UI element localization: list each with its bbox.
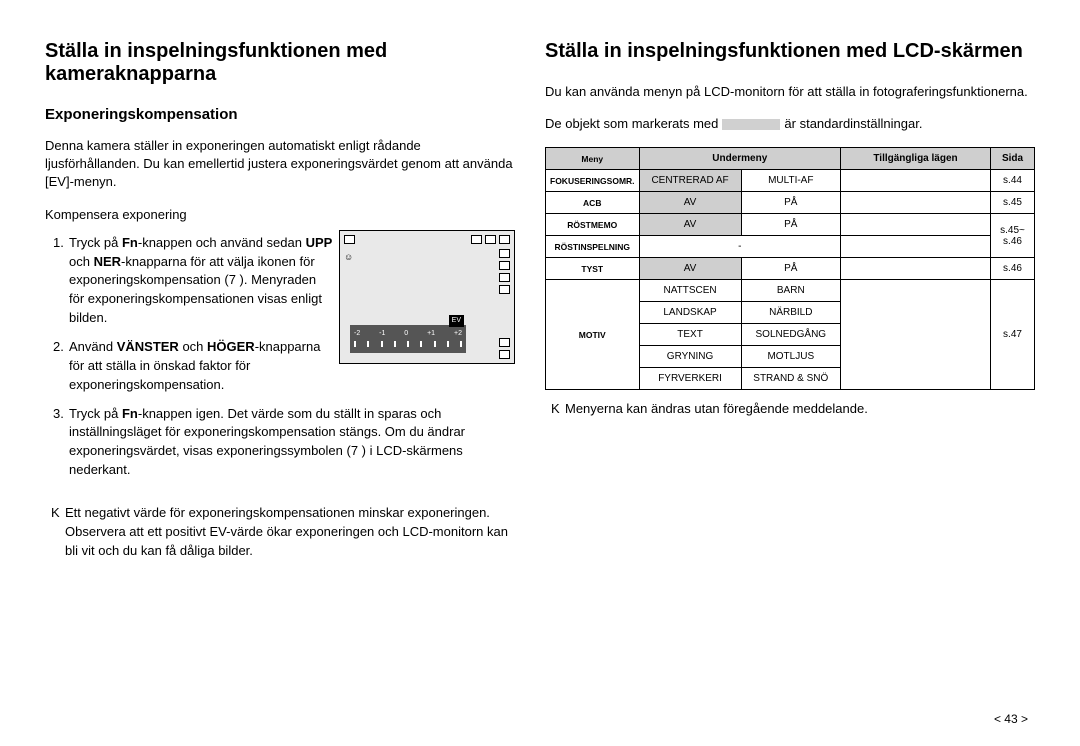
- table-row: RÖSTINSPELNING -: [546, 236, 1035, 258]
- ev-scale-bar: EV -2 -1 0 +1 +2: [350, 325, 466, 353]
- note-marker: K: [545, 400, 565, 419]
- instructions: ☺ EV -2 -1 0 +1 +2: [45, 234, 515, 490]
- quality-icon: [499, 273, 510, 282]
- timer-icon: [499, 249, 510, 258]
- table-row: ACB AV PÅ s.45: [546, 192, 1035, 214]
- table-row: TYST AV PÅ s.46: [546, 258, 1035, 280]
- right-intro: Du kan använda menyn på LCD-monitorn för…: [545, 83, 1035, 101]
- left-subtitle: Exponeringskompensation: [45, 106, 515, 123]
- default-marker-box: [722, 119, 780, 130]
- step-1: 1. Tryck på Fn-knappen och använd sedan …: [45, 234, 333, 328]
- iso-icon: [499, 285, 510, 294]
- card-icon: [499, 235, 510, 244]
- right-column: Ställa in inspelningsfunktionen med LCD-…: [545, 40, 1035, 560]
- ev-icon: [499, 350, 510, 359]
- left-column: Ställa in inspelningsfunktionen med kame…: [45, 40, 515, 560]
- th-lagen: Tillgängliga lägen: [841, 148, 991, 170]
- table-row: MOTIV NATTSCENBARN s.47: [546, 280, 1035, 302]
- th-meny: Meny: [546, 148, 640, 170]
- step-2: 2. Använd VÄNSTER och HÖGER-knapparna fö…: [45, 338, 333, 395]
- camera-mode-icon: [344, 235, 355, 244]
- right-title: Ställa in inspelningsfunktionen med LCD-…: [545, 40, 1035, 63]
- battery-icon: [485, 235, 496, 244]
- flash-icon: [471, 235, 482, 244]
- note-marker: K: [45, 504, 65, 561]
- marked-info: De objekt som markerats medär standardin…: [545, 115, 1035, 133]
- th-sida: Sida: [991, 148, 1035, 170]
- table-row: RÖSTMEMO AV PÅ s.45~ s.46: [546, 214, 1035, 236]
- left-intro: Denna kamera ställer in exponeringen aut…: [45, 137, 515, 192]
- face-icon: ☺: [344, 251, 353, 264]
- left-note: K Ett negativt värde för exponeringskomp…: [45, 504, 515, 561]
- lcd-preview: ☺ EV -2 -1 0 +1 +2: [339, 230, 515, 364]
- ev-label: EV: [449, 315, 464, 327]
- page-number: < 43 >: [994, 712, 1028, 726]
- size-icon: [499, 261, 510, 270]
- compensate-label: Kompensera exponering: [45, 206, 515, 224]
- table-row: FOKUSERINGSOMR. CENTRERAD AF MULTI-AF s.…: [546, 170, 1035, 192]
- table-header-row: Meny Undermeny Tillgängliga lägen Sida: [546, 148, 1035, 170]
- note-text: Ett negativt värde för exponeringskompen…: [65, 504, 515, 561]
- step-3: 3. Tryck på Fn-knappen igen. Det värde s…: [45, 405, 515, 480]
- wb-icon: [499, 338, 510, 347]
- left-title: Ställa in inspelningsfunktionen med kame…: [45, 40, 515, 86]
- menu-table: Meny Undermeny Tillgängliga lägen Sida F…: [545, 147, 1035, 390]
- right-note: K Menyerna kan ändras utan föregående me…: [545, 400, 1035, 419]
- note-text: Menyerna kan ändras utan föregående medd…: [565, 400, 868, 419]
- th-undermeny: Undermeny: [639, 148, 840, 170]
